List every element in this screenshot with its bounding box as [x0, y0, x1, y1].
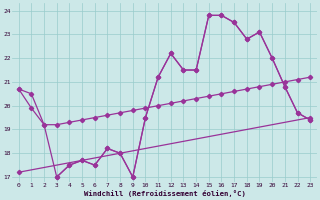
X-axis label: Windchill (Refroidissement éolien,°C): Windchill (Refroidissement éolien,°C): [84, 190, 245, 197]
